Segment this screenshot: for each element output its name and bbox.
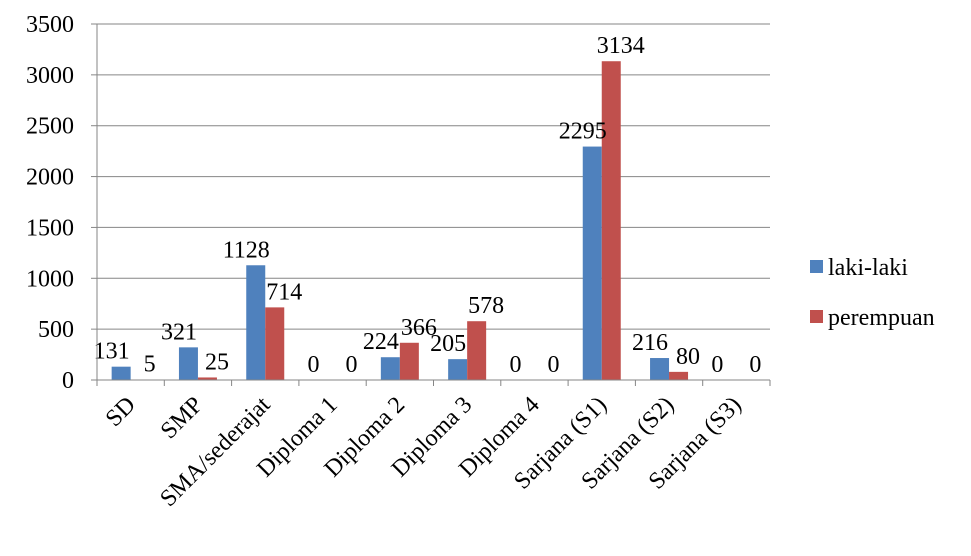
legend: laki-laki perempuan <box>810 255 935 331</box>
bar-laki-laki <box>448 359 468 380</box>
data-label-perempuan: 0 <box>547 352 559 378</box>
data-label-laki-laki: 216 <box>632 330 668 356</box>
bar-perempuan <box>601 61 621 381</box>
y-tick-label: 500 <box>38 317 74 343</box>
bar-laki-laki <box>246 265 266 380</box>
data-label-perempuan: 578 <box>468 293 504 319</box>
axes <box>91 23 771 386</box>
data-label-perempuan: 25 <box>205 349 229 375</box>
data-label-perempuan: 0 <box>749 352 761 378</box>
bar-laki-laki <box>111 366 131 380</box>
legend-label: laki-laki <box>828 255 908 281</box>
data-label-perempuan: 80 <box>676 344 700 370</box>
category-label: SD <box>101 392 141 432</box>
bar-perempuan <box>467 321 487 380</box>
data-label-laki-laki: 0 <box>509 352 521 378</box>
bar-perempuan <box>265 307 285 380</box>
y-tick-label: 1000 <box>26 266 74 292</box>
bar-laki-laki <box>178 347 198 380</box>
bar-perempuan <box>197 377 217 380</box>
legend-swatch <box>810 260 823 273</box>
y-tick-label: 2000 <box>26 165 74 191</box>
y-tick-label: 0 <box>62 368 74 394</box>
y-tick-label: 2500 <box>26 114 74 140</box>
data-label-perempuan: 3134 <box>597 33 645 59</box>
bar-laki-laki <box>650 358 670 380</box>
data-label-perempuan: 0 <box>346 352 358 378</box>
legend-label: perempuan <box>828 305 935 331</box>
legend-swatch <box>810 310 823 323</box>
bar-laki-laki <box>582 146 602 380</box>
data-label-laki-laki: 1128 <box>223 237 270 263</box>
bar-laki-laki <box>380 357 400 380</box>
data-label-perempuan: 714 <box>266 279 302 305</box>
category-label: SMP <box>156 392 208 444</box>
y-tick-label: 3500 <box>26 12 74 38</box>
data-label-laki-laki: 0 <box>308 352 320 378</box>
y-axis-tick-labels: 0 500 1000 1500 2000 2500 3000 3500 <box>26 12 74 394</box>
data-label-laki-laki: 205 <box>430 331 466 357</box>
y-tick-label: 1500 <box>26 215 74 241</box>
bars <box>111 61 689 381</box>
data-label-perempuan: 5 <box>144 351 156 377</box>
bar-perempuan <box>399 342 419 380</box>
data-label-laki-laki: 2295 <box>559 119 607 145</box>
bar-perempuan <box>669 371 689 380</box>
data-label-laki-laki: 224 <box>363 329 399 355</box>
data-label-perempuan: 366 <box>401 315 437 341</box>
data-label-laki-laki: 131 <box>94 339 130 365</box>
gridlines <box>97 23 770 330</box>
data-label-laki-laki: 321 <box>161 319 197 345</box>
data-label-laki-laki: 0 <box>711 352 723 378</box>
y-tick-label: 3000 <box>26 63 74 89</box>
